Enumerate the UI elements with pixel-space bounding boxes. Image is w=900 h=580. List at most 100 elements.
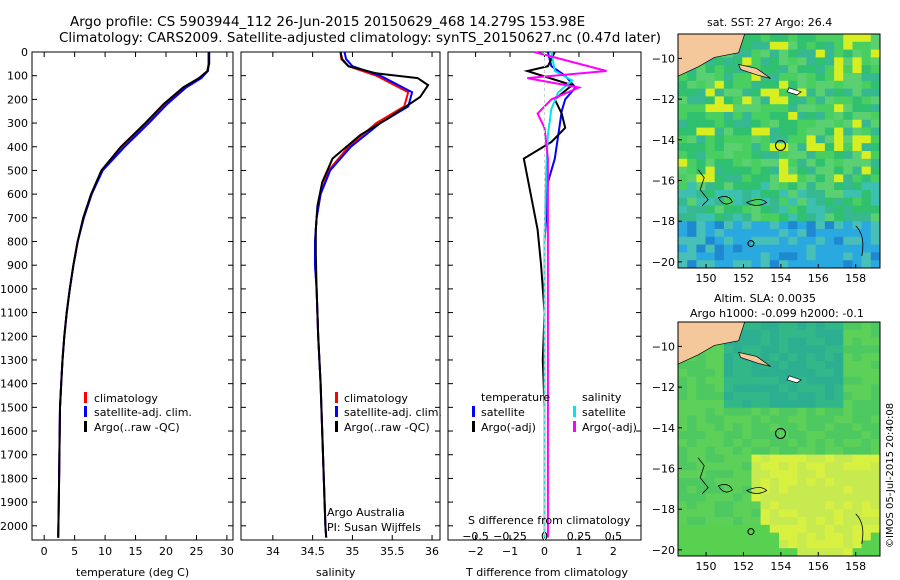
map-cell <box>824 384 835 393</box>
map-cell <box>742 423 753 432</box>
map-cell <box>788 462 798 471</box>
map-cell <box>687 478 697 487</box>
map-cell <box>760 197 771 207</box>
map-cell <box>687 88 697 97</box>
map-cell <box>779 462 789 471</box>
map-cell <box>687 524 697 534</box>
map-cell <box>678 197 688 207</box>
map-cell <box>678 392 688 401</box>
map-cell <box>806 368 817 378</box>
map-cell <box>696 400 707 409</box>
map-cell <box>779 88 789 97</box>
map-cell <box>861 337 872 346</box>
map-cell <box>870 392 880 401</box>
y-tick-label: 200 <box>7 93 28 106</box>
map-cell <box>824 119 835 129</box>
map-cell <box>843 446 854 456</box>
map-cell <box>788 361 798 370</box>
map-cell <box>788 532 798 541</box>
map-cell <box>852 446 863 456</box>
map-cell <box>870 174 880 183</box>
map-cell <box>760 151 771 160</box>
map-cell <box>760 221 771 230</box>
map-cell <box>797 127 808 136</box>
y-tick-label: 300 <box>7 117 28 130</box>
map-cell <box>806 493 817 502</box>
map-cell <box>806 329 817 339</box>
map-cell <box>852 260 863 268</box>
map-cell <box>852 322 863 331</box>
map-cell <box>788 345 798 354</box>
map-cell <box>751 446 762 456</box>
map-cell <box>705 96 716 105</box>
map-cell <box>797 423 808 432</box>
map-cell <box>769 96 780 105</box>
map-cell <box>760 454 771 463</box>
map-cell <box>733 49 743 58</box>
map-cell <box>769 431 780 440</box>
map-cell <box>815 197 826 207</box>
map-cell <box>861 431 872 440</box>
map-cell <box>815 143 826 152</box>
map-cell <box>870 337 880 346</box>
map-cell <box>723 65 734 74</box>
legend-swatch <box>472 421 475 432</box>
map-cell <box>714 65 725 74</box>
map-cell <box>815 260 826 268</box>
map-cell <box>824 376 835 385</box>
map-cell <box>843 345 854 354</box>
map-cell <box>870 49 880 58</box>
reef-outline <box>697 457 709 495</box>
x-tick-label: 2 <box>610 545 617 558</box>
map-cell <box>678 501 688 510</box>
map-cell <box>843 260 854 268</box>
map-cell <box>760 540 771 549</box>
map-cell <box>779 221 789 230</box>
map-cell <box>742 462 753 471</box>
map-cell <box>696 493 707 502</box>
map-cell <box>779 353 789 362</box>
map-cell <box>834 143 844 152</box>
map-cell <box>834 65 844 74</box>
map-cell <box>742 34 753 43</box>
map-cell <box>687 470 697 479</box>
map-cell <box>797 260 808 268</box>
map-cell <box>788 517 798 526</box>
map-cell <box>824 205 835 214</box>
map-cell <box>870 96 880 105</box>
map-cell <box>742 509 753 518</box>
map-cell <box>723 353 734 362</box>
map-cell <box>714 96 725 105</box>
map-cell <box>870 517 880 526</box>
map-cell <box>861 260 872 268</box>
map-cell <box>714 236 725 246</box>
salinity-legend: climatology satellite-adj. clim. Argo(..… <box>327 392 442 534</box>
map-cell <box>779 65 789 74</box>
map-cell <box>815 80 826 90</box>
map-cell <box>824 127 835 136</box>
map-cell <box>788 135 798 144</box>
map-cell <box>843 517 854 526</box>
map-cell <box>733 96 743 105</box>
map-cell <box>824 353 835 362</box>
map-cell <box>687 462 697 471</box>
map-cell <box>714 158 725 168</box>
map-cell <box>769 34 780 43</box>
map-cell <box>806 221 817 230</box>
map-cell <box>824 65 835 74</box>
map-cell <box>714 190 725 199</box>
map-cell <box>779 112 789 121</box>
map-cell <box>705 190 716 199</box>
map-cell <box>751 174 762 183</box>
map-cell <box>797 197 808 207</box>
map-cell <box>788 446 798 456</box>
map-cell <box>815 205 826 214</box>
map-cell <box>733 158 743 168</box>
map-cell <box>696 127 707 136</box>
map-cell <box>779 190 789 199</box>
map-cell <box>751 532 762 541</box>
map-cell <box>696 158 707 168</box>
map-cell <box>769 174 780 183</box>
map-y-tick-label: −18 <box>652 215 675 228</box>
map-cell <box>815 376 826 385</box>
